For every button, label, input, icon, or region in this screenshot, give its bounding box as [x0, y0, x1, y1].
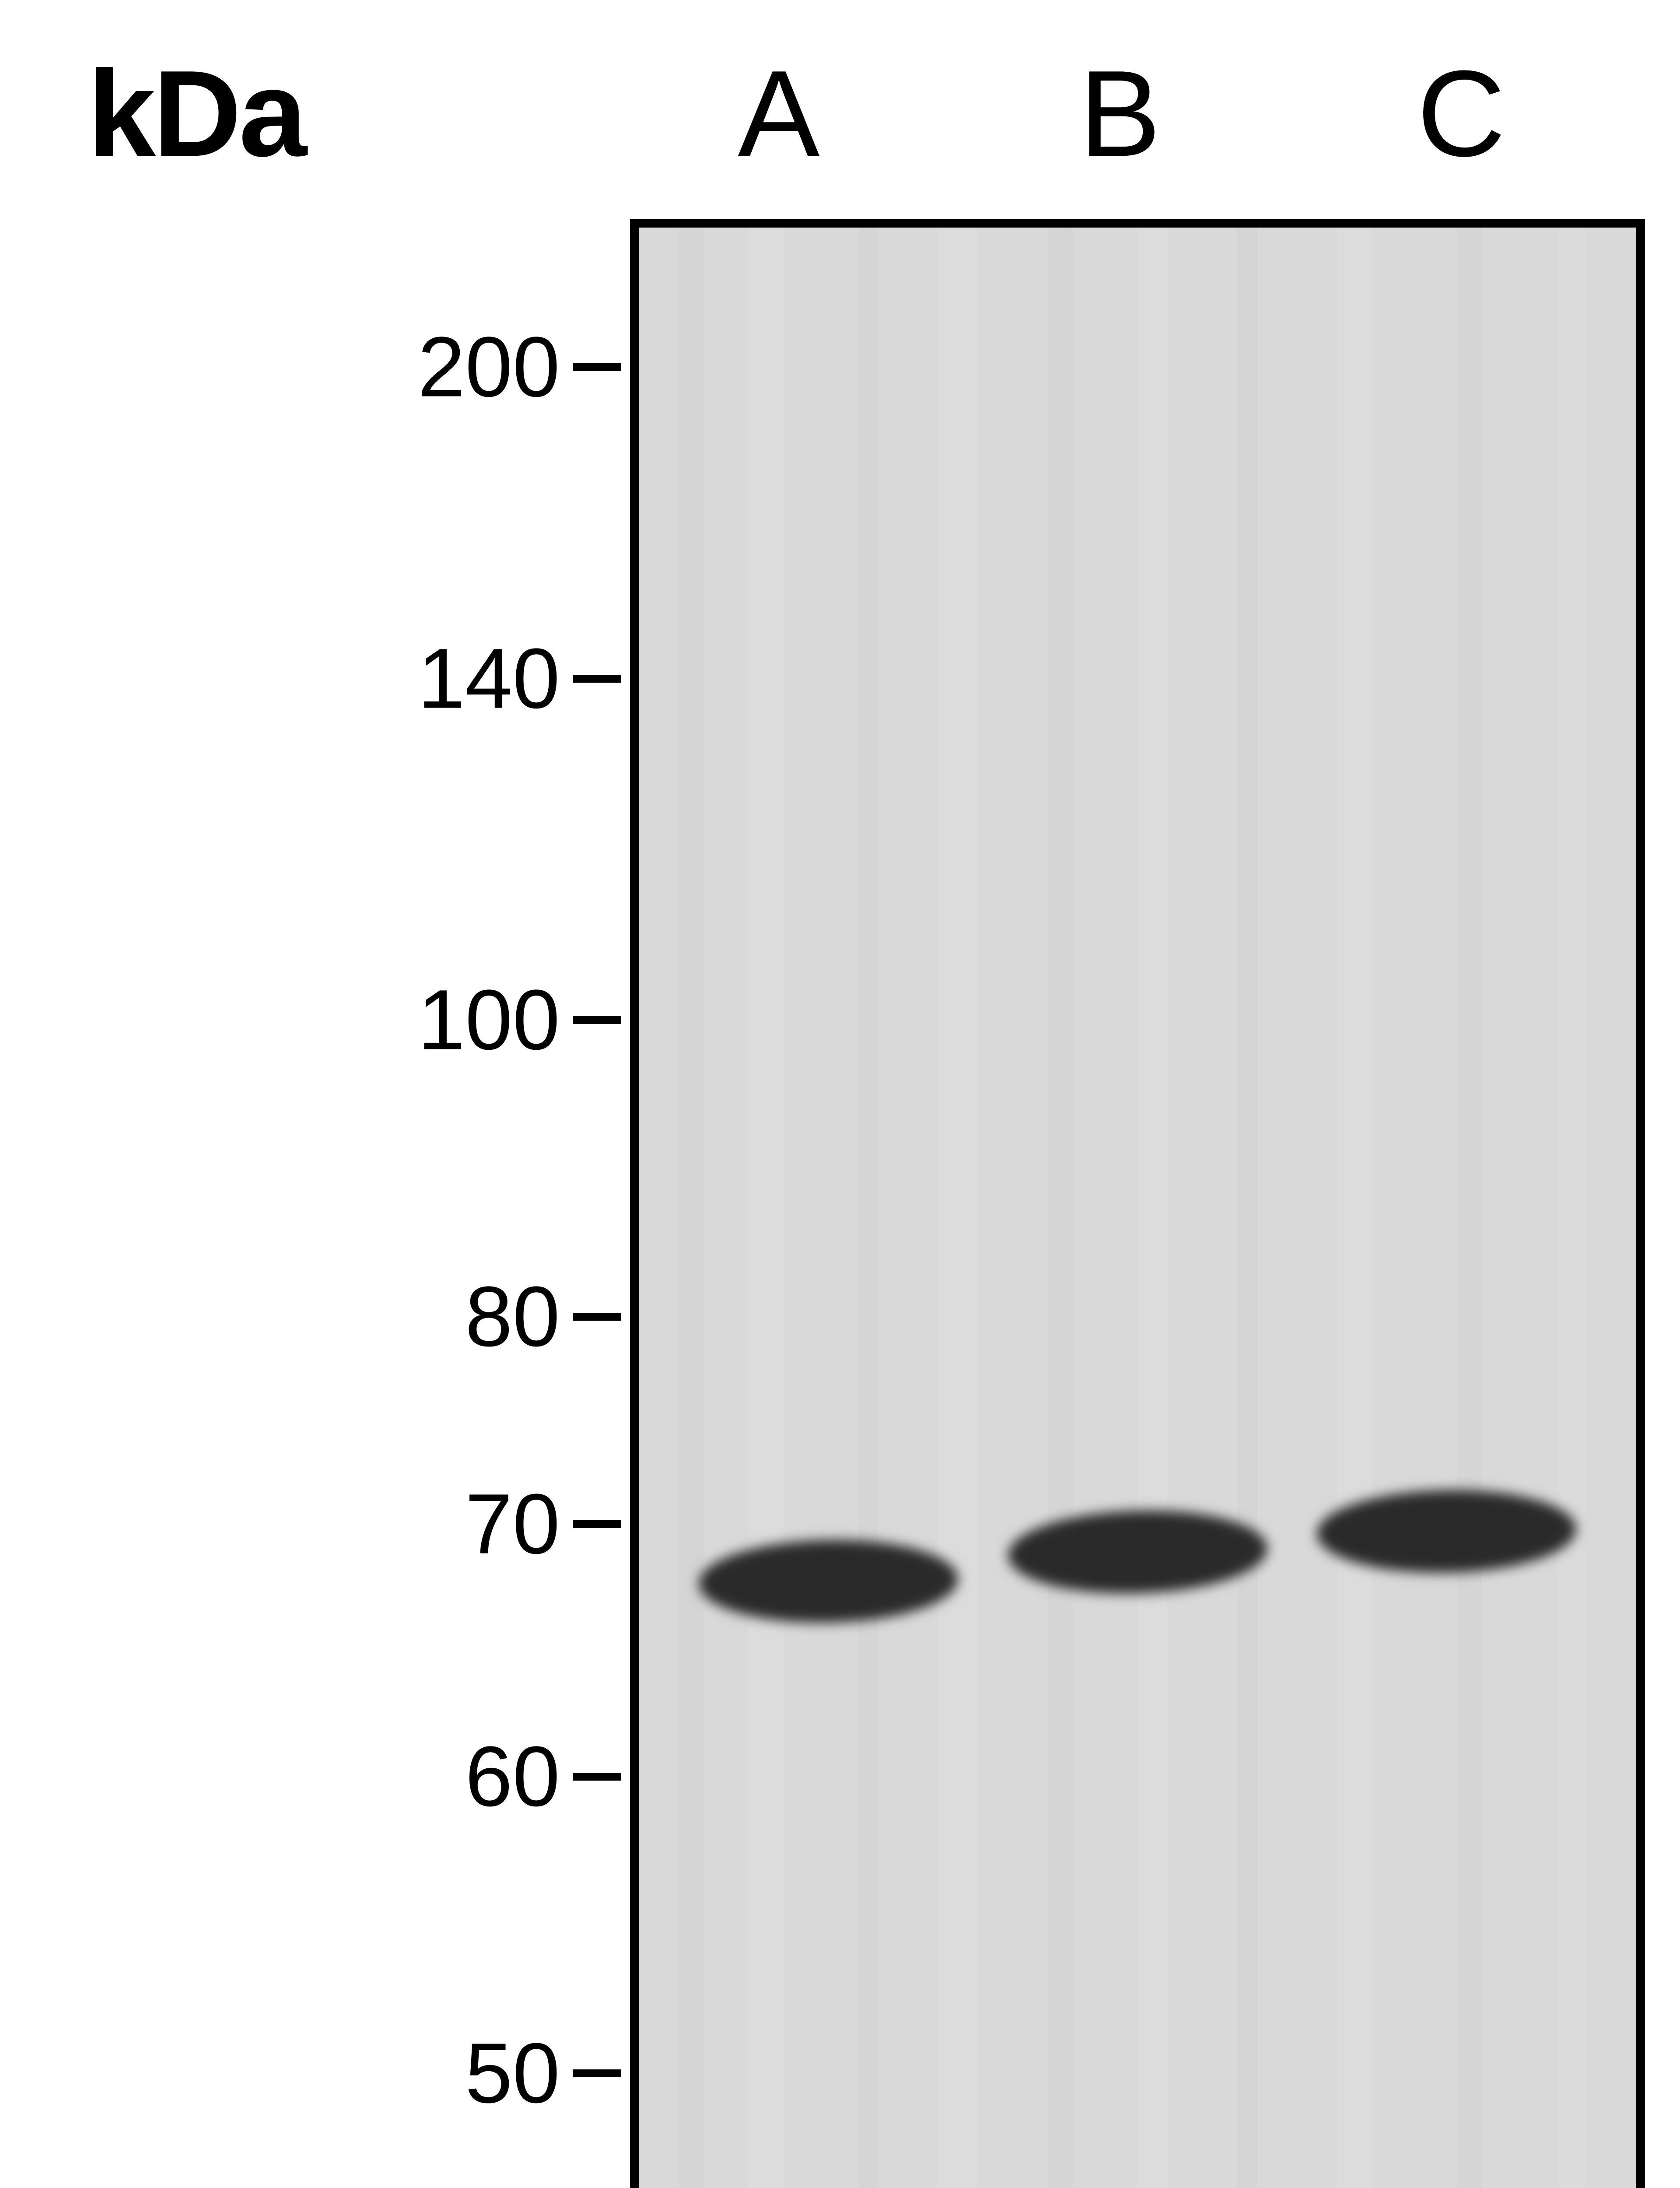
tick-label-200: 200: [210, 325, 560, 410]
blot-streak: [858, 228, 878, 2188]
blot-streak: [1048, 228, 1073, 2188]
blot-streak: [938, 228, 978, 2188]
tick-mark-80: [573, 1313, 621, 1321]
blot-streak: [749, 228, 784, 2188]
tick-label-100: 100: [210, 977, 560, 1062]
tick-mark-50: [573, 2069, 621, 2077]
tick-mark-200: [573, 363, 621, 371]
tick-mark-140: [573, 675, 621, 683]
tick-mark-60: [573, 1773, 621, 1781]
blot-membrane: [630, 219, 1645, 2188]
blot-streak: [1457, 228, 1482, 2188]
blot-background: [639, 228, 1636, 2188]
tick-mark-100: [573, 1016, 621, 1024]
tick-label-140: 140: [210, 636, 560, 721]
header-row: kDa A B C: [0, 26, 1680, 210]
tick-mark-70: [573, 1520, 621, 1528]
lane-label-b: B: [1054, 44, 1186, 184]
blot-streak: [1557, 228, 1586, 2188]
lane-label-c: C: [1396, 44, 1527, 184]
tick-label-50: 50: [210, 2030, 560, 2116]
axis-title-kda: kDa: [88, 44, 304, 184]
lane-label-a: A: [713, 44, 844, 184]
tick-label-80: 80: [210, 1274, 560, 1359]
western-blot-figure: kDa A B C 20014010080706050403020: [0, 0, 1680, 2188]
blot-streak: [1337, 228, 1372, 2188]
kda-axis: 20014010080706050403020: [0, 219, 621, 2188]
blot-streak: [1138, 228, 1167, 2188]
blot-streak: [679, 228, 704, 2188]
blot-streak: [1237, 228, 1257, 2188]
tick-label-60: 60: [210, 1734, 560, 1819]
tick-label-70: 70: [210, 1482, 560, 1567]
